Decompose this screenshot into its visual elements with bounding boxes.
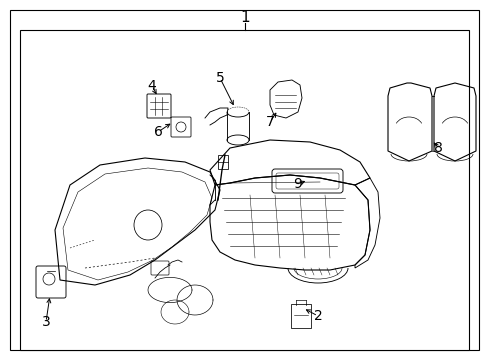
Text: 2: 2 <box>313 309 322 323</box>
Text: 6: 6 <box>153 125 162 139</box>
Text: 4: 4 <box>147 79 156 93</box>
Text: 8: 8 <box>433 141 442 155</box>
Text: 3: 3 <box>41 315 50 329</box>
Text: 7: 7 <box>265 115 274 129</box>
Bar <box>218 155 227 169</box>
Text: 9: 9 <box>293 177 302 191</box>
Bar <box>20 30 468 350</box>
Text: 1: 1 <box>240 9 249 24</box>
Text: 5: 5 <box>215 71 224 85</box>
